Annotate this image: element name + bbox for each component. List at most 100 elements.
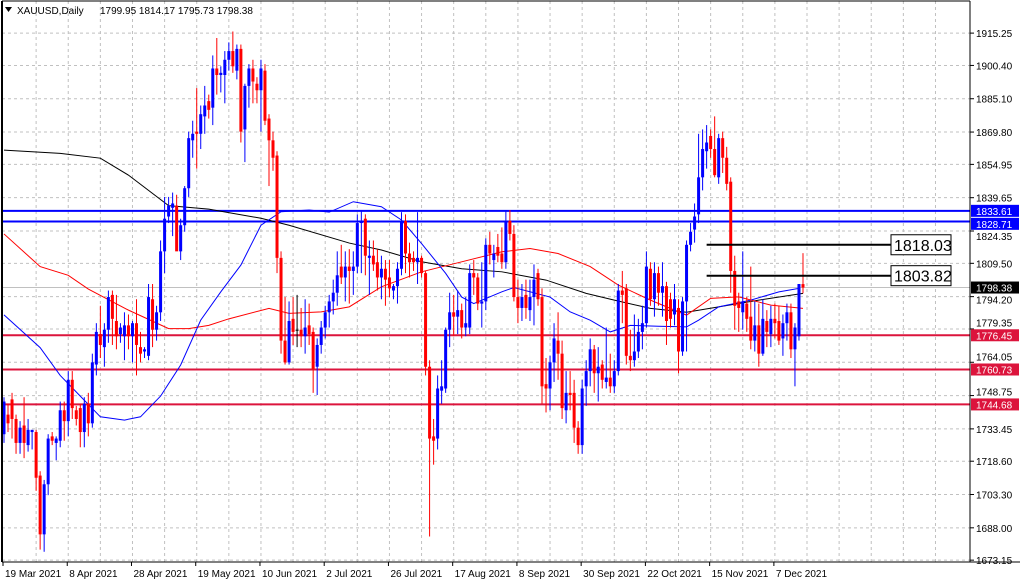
candle-body bbox=[520, 297, 524, 308]
candle bbox=[781, 314, 785, 356]
candle bbox=[801, 253, 805, 294]
candle-body bbox=[42, 484, 46, 535]
candle bbox=[82, 397, 86, 448]
annotation-box[interactable] bbox=[890, 265, 952, 287]
candle bbox=[652, 262, 656, 317]
candle bbox=[668, 292, 672, 328]
candle-body bbox=[319, 327, 323, 345]
candle bbox=[685, 240, 689, 352]
candle-body bbox=[179, 225, 183, 252]
candle bbox=[323, 305, 327, 339]
candle-body bbox=[387, 277, 391, 289]
candle bbox=[436, 375, 440, 450]
candle bbox=[576, 421, 580, 454]
candle bbox=[757, 303, 761, 367]
candle bbox=[42, 479, 46, 552]
candle-body bbox=[564, 392, 568, 411]
candle-body bbox=[46, 438, 50, 485]
candle bbox=[512, 225, 516, 302]
candle-body bbox=[436, 388, 440, 439]
candle bbox=[155, 305, 159, 341]
x-tick-label: 19 Mar 2021 bbox=[5, 569, 62, 580]
candle bbox=[785, 303, 789, 341]
candle-body bbox=[187, 138, 191, 189]
candle bbox=[195, 88, 199, 169]
candle-body bbox=[183, 188, 187, 226]
candle-body bbox=[291, 318, 295, 332]
annotation-box[interactable] bbox=[890, 234, 952, 256]
candle-body bbox=[315, 344, 319, 367]
candle-body bbox=[408, 253, 412, 263]
candle-body bbox=[279, 257, 283, 341]
candle bbox=[709, 129, 713, 158]
candle-body bbox=[636, 331, 640, 352]
candle bbox=[428, 360, 432, 537]
candle bbox=[516, 279, 520, 324]
candle-body bbox=[504, 220, 508, 263]
candle-body bbox=[789, 312, 793, 350]
candle bbox=[773, 303, 777, 339]
grid bbox=[2, 1, 970, 562]
candle bbox=[387, 260, 391, 298]
candle-body bbox=[215, 68, 219, 76]
candle-body bbox=[480, 301, 484, 304]
candle-body bbox=[355, 223, 359, 267]
candle bbox=[102, 323, 106, 367]
candle-body bbox=[576, 427, 580, 446]
candle-body bbox=[195, 131, 199, 134]
candle bbox=[765, 310, 769, 348]
x-tick-label: 22 Oct 2021 bbox=[647, 569, 702, 580]
candle bbox=[315, 338, 319, 396]
candle-body bbox=[74, 410, 78, 419]
candle-body bbox=[175, 205, 179, 252]
candle bbox=[544, 358, 548, 413]
candle-body bbox=[86, 403, 90, 424]
candle-body bbox=[648, 268, 652, 300]
last-price-box bbox=[971, 281, 1019, 294]
candle-body bbox=[616, 290, 620, 372]
candle-body bbox=[191, 133, 195, 141]
y-tick-label: 1839.65 bbox=[976, 194, 1013, 205]
candle bbox=[26, 418, 30, 452]
candle bbox=[745, 297, 749, 332]
candle-body bbox=[600, 364, 604, 380]
candle-body bbox=[460, 310, 464, 328]
y-tick-label: 1885.10 bbox=[976, 95, 1013, 106]
candle-body bbox=[211, 68, 215, 108]
candle bbox=[476, 273, 480, 311]
candle-body bbox=[327, 301, 331, 313]
candle bbox=[18, 421, 22, 454]
candle bbox=[432, 418, 436, 465]
candle bbox=[628, 329, 632, 372]
candle-body bbox=[82, 403, 86, 433]
candle bbox=[171, 192, 175, 237]
candle-body bbox=[677, 307, 681, 352]
candle-body bbox=[777, 321, 781, 341]
candle-body bbox=[432, 436, 436, 441]
candle-body bbox=[689, 231, 693, 245]
candle-body bbox=[371, 255, 375, 265]
candle-body bbox=[797, 284, 801, 337]
candle-body bbox=[143, 349, 147, 352]
y-tick-label: 1915.25 bbox=[976, 29, 1013, 40]
candle-body bbox=[420, 257, 424, 274]
candle-body bbox=[540, 297, 544, 387]
candle bbox=[572, 379, 576, 443]
candle bbox=[307, 303, 311, 345]
candle bbox=[359, 209, 363, 274]
candle-body bbox=[399, 220, 403, 269]
x-tick-label: 2 Jul 2021 bbox=[326, 569, 373, 580]
candle bbox=[167, 196, 171, 224]
annotation-label: 1803.82 bbox=[894, 269, 952, 286]
candle bbox=[468, 264, 472, 335]
candle-body bbox=[668, 299, 672, 319]
candle bbox=[420, 255, 424, 278]
candle bbox=[488, 231, 492, 265]
candle-body bbox=[532, 279, 536, 298]
y-tick-label: 1900.40 bbox=[976, 61, 1013, 72]
x-tick-label: 30 Sep 2021 bbox=[583, 569, 640, 580]
candle bbox=[243, 83, 247, 163]
level-price-box bbox=[971, 217, 1019, 230]
triangle-down-icon[interactable] bbox=[5, 7, 12, 12]
